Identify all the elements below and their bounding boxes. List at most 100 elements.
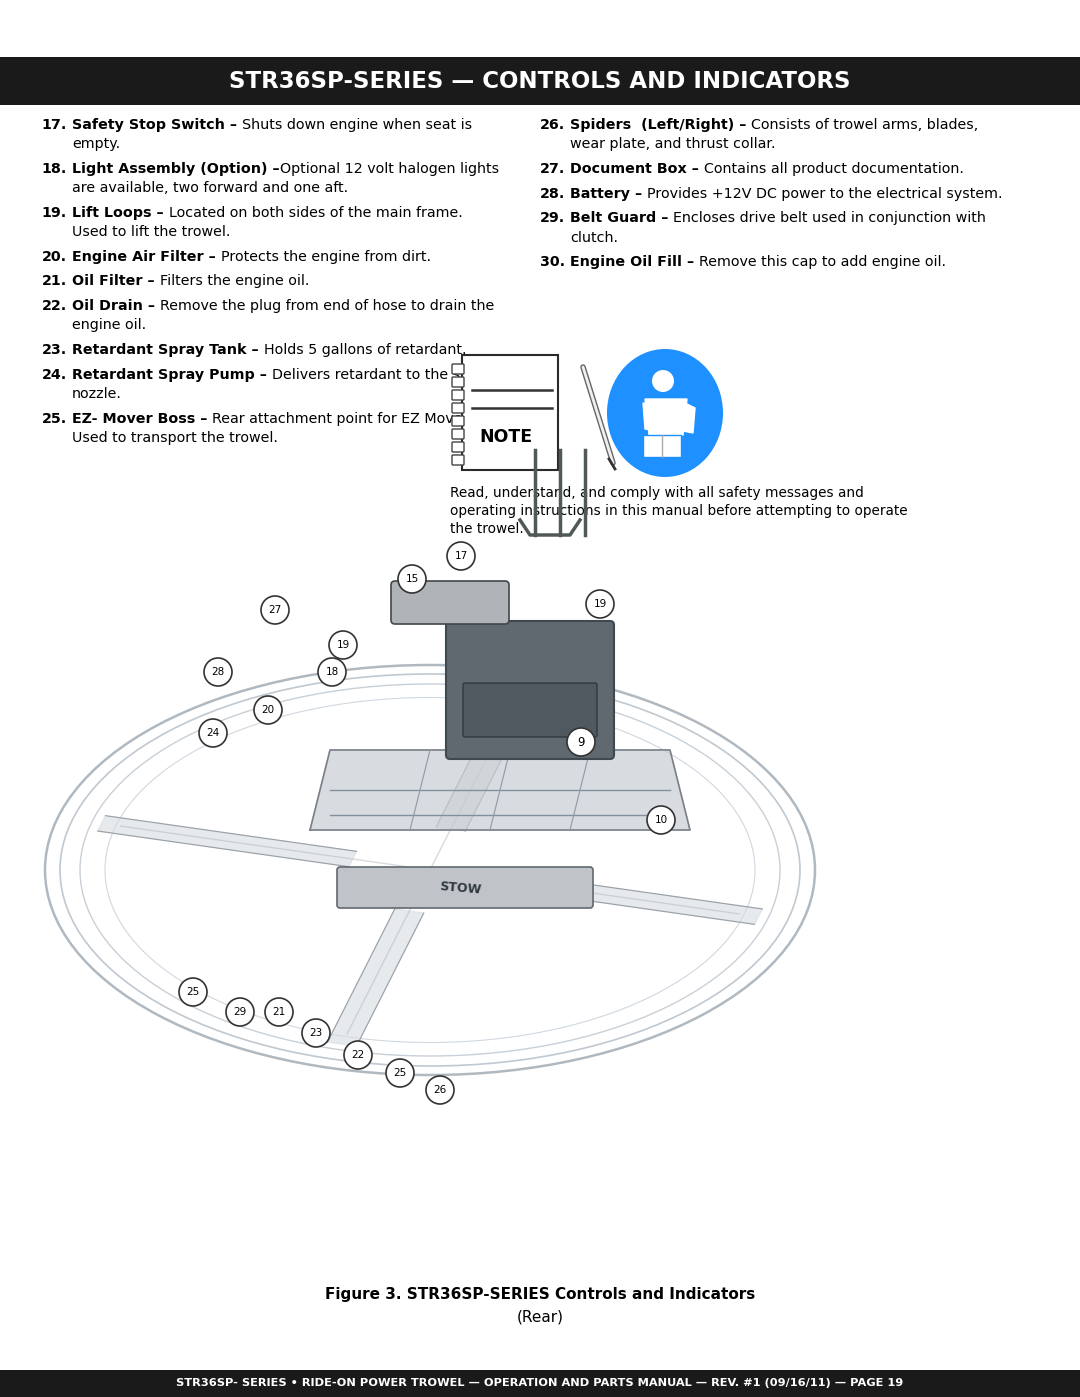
FancyBboxPatch shape [453,377,464,387]
Polygon shape [97,816,356,866]
Polygon shape [436,694,532,831]
Circle shape [226,997,254,1025]
Circle shape [204,658,232,686]
Text: Shuts down engine when seat is: Shuts down engine when seat is [242,117,472,131]
Text: 25: 25 [393,1067,407,1078]
Text: Figure 3. STR36SP-SERIES Controls and Indicators: Figure 3. STR36SP-SERIES Controls and In… [325,1287,755,1302]
Text: 24: 24 [206,728,219,738]
Circle shape [647,806,675,834]
Text: the trowel.: the trowel. [450,522,524,536]
Text: Remove the plug from end of hose to drain the: Remove the plug from end of hose to drai… [160,299,495,313]
Polygon shape [310,750,690,830]
Text: 27.: 27. [540,162,565,176]
Circle shape [447,542,475,570]
Text: 24.: 24. [42,367,67,381]
Text: Protects the engine from dirt.: Protects the engine from dirt. [220,250,431,264]
Text: empty.: empty. [72,137,120,151]
Circle shape [329,631,357,659]
Bar [0,1370,1080,1397]
Text: 17.: 17. [42,117,67,131]
Text: Engine Air Filter –: Engine Air Filter – [72,250,220,264]
Text: EZ- Mover Boss –: EZ- Mover Boss – [72,412,213,426]
Circle shape [567,728,595,756]
Text: Retardant Spray Pump –: Retardant Spray Pump – [72,367,272,381]
Polygon shape [683,402,696,433]
Text: 27: 27 [268,605,282,615]
Text: 23: 23 [309,1028,323,1038]
Text: 10: 10 [654,814,667,826]
Polygon shape [327,909,423,1046]
Text: Holds 5 gallons of retardant.: Holds 5 gallons of retardant. [264,344,467,358]
Text: Engine Oil Fill –: Engine Oil Fill – [570,256,699,270]
Text: Document Box –: Document Box – [570,162,704,176]
FancyBboxPatch shape [453,365,464,374]
Text: 19.: 19. [42,205,67,219]
Text: 22.: 22. [42,299,67,313]
Text: Rear attachment point for EZ Mover.: Rear attachment point for EZ Mover. [213,412,472,426]
Text: 9: 9 [577,735,584,749]
Text: Encloses drive belt used in conjunction with: Encloses drive belt used in conjunction … [673,211,986,225]
Text: 25.: 25. [42,412,67,426]
Text: clutch.: clutch. [570,231,618,244]
Text: Contains all product documentation.: Contains all product documentation. [704,162,963,176]
Polygon shape [645,400,687,434]
Circle shape [345,1041,372,1069]
Text: 23.: 23. [42,344,67,358]
Text: (Rear): (Rear) [516,1310,564,1324]
Text: 15: 15 [405,574,419,584]
Text: Provides +12V DC power to the electrical system.: Provides +12V DC power to the electrical… [647,187,1002,201]
Text: Optional 12 volt halogen lights: Optional 12 volt halogen lights [280,162,499,176]
Text: 28.: 28. [540,187,565,201]
Text: 29.: 29. [540,211,565,225]
Text: Safety Stop Switch –: Safety Stop Switch – [72,117,242,131]
Polygon shape [643,402,657,432]
Circle shape [399,564,426,592]
Text: Delivers retardant to the spray: Delivers retardant to the spray [272,367,492,381]
Text: STOW: STOW [438,880,482,897]
Text: Retardant Spray Tank –: Retardant Spray Tank – [72,344,264,358]
Text: 22: 22 [351,1051,365,1060]
Text: Belt Guard –: Belt Guard – [570,211,673,225]
Polygon shape [503,873,762,925]
FancyBboxPatch shape [391,581,509,624]
Text: engine oil.: engine oil. [72,319,146,332]
Text: Oil Filter –: Oil Filter – [72,274,160,288]
Text: 26: 26 [433,1085,447,1095]
Circle shape [254,696,282,724]
Circle shape [386,1059,414,1087]
FancyBboxPatch shape [337,868,593,908]
Text: operating instructions in this manual before attempting to operate: operating instructions in this manual be… [450,504,907,518]
Text: are available, two forward and one aft.: are available, two forward and one aft. [72,182,348,196]
Text: 30.: 30. [540,256,565,270]
Text: 18.: 18. [42,162,67,176]
Ellipse shape [607,349,723,476]
Text: Used to transport the trowel.: Used to transport the trowel. [72,430,278,444]
Circle shape [265,997,293,1025]
Bar [0,57,1080,105]
Text: 18: 18 [325,666,339,678]
Text: Used to lift the trowel.: Used to lift the trowel. [72,225,230,239]
Circle shape [652,370,674,393]
Text: NOTE: NOTE [480,427,532,446]
Text: 21.: 21. [42,274,67,288]
FancyBboxPatch shape [446,622,615,759]
Text: 17: 17 [455,550,468,562]
Text: STR36SP-SERIES — CONTROLS AND INDICATORS: STR36SP-SERIES — CONTROLS AND INDICATORS [229,70,851,92]
Circle shape [199,719,227,747]
Circle shape [426,1076,454,1104]
Text: wear plate, and thrust collar.: wear plate, and thrust collar. [570,137,775,151]
Text: 19: 19 [336,640,350,650]
FancyBboxPatch shape [453,416,464,426]
Text: Spiders  (Left/Right) –: Spiders (Left/Right) – [570,117,752,131]
Text: 21: 21 [272,1007,285,1017]
FancyBboxPatch shape [453,390,464,400]
FancyBboxPatch shape [463,683,597,738]
Text: Lift Loops –: Lift Loops – [72,205,168,219]
Text: Located on both sides of the main frame.: Located on both sides of the main frame. [168,205,462,219]
Text: Read, understand, and comply with all safety messages and: Read, understand, and comply with all sa… [450,486,864,500]
Circle shape [586,590,615,617]
Text: 26.: 26. [540,117,565,131]
Text: 19: 19 [593,599,607,609]
Text: Filters the engine oil.: Filters the engine oil. [160,274,309,288]
Text: Consists of trowel arms, blades,: Consists of trowel arms, blades, [752,117,978,131]
